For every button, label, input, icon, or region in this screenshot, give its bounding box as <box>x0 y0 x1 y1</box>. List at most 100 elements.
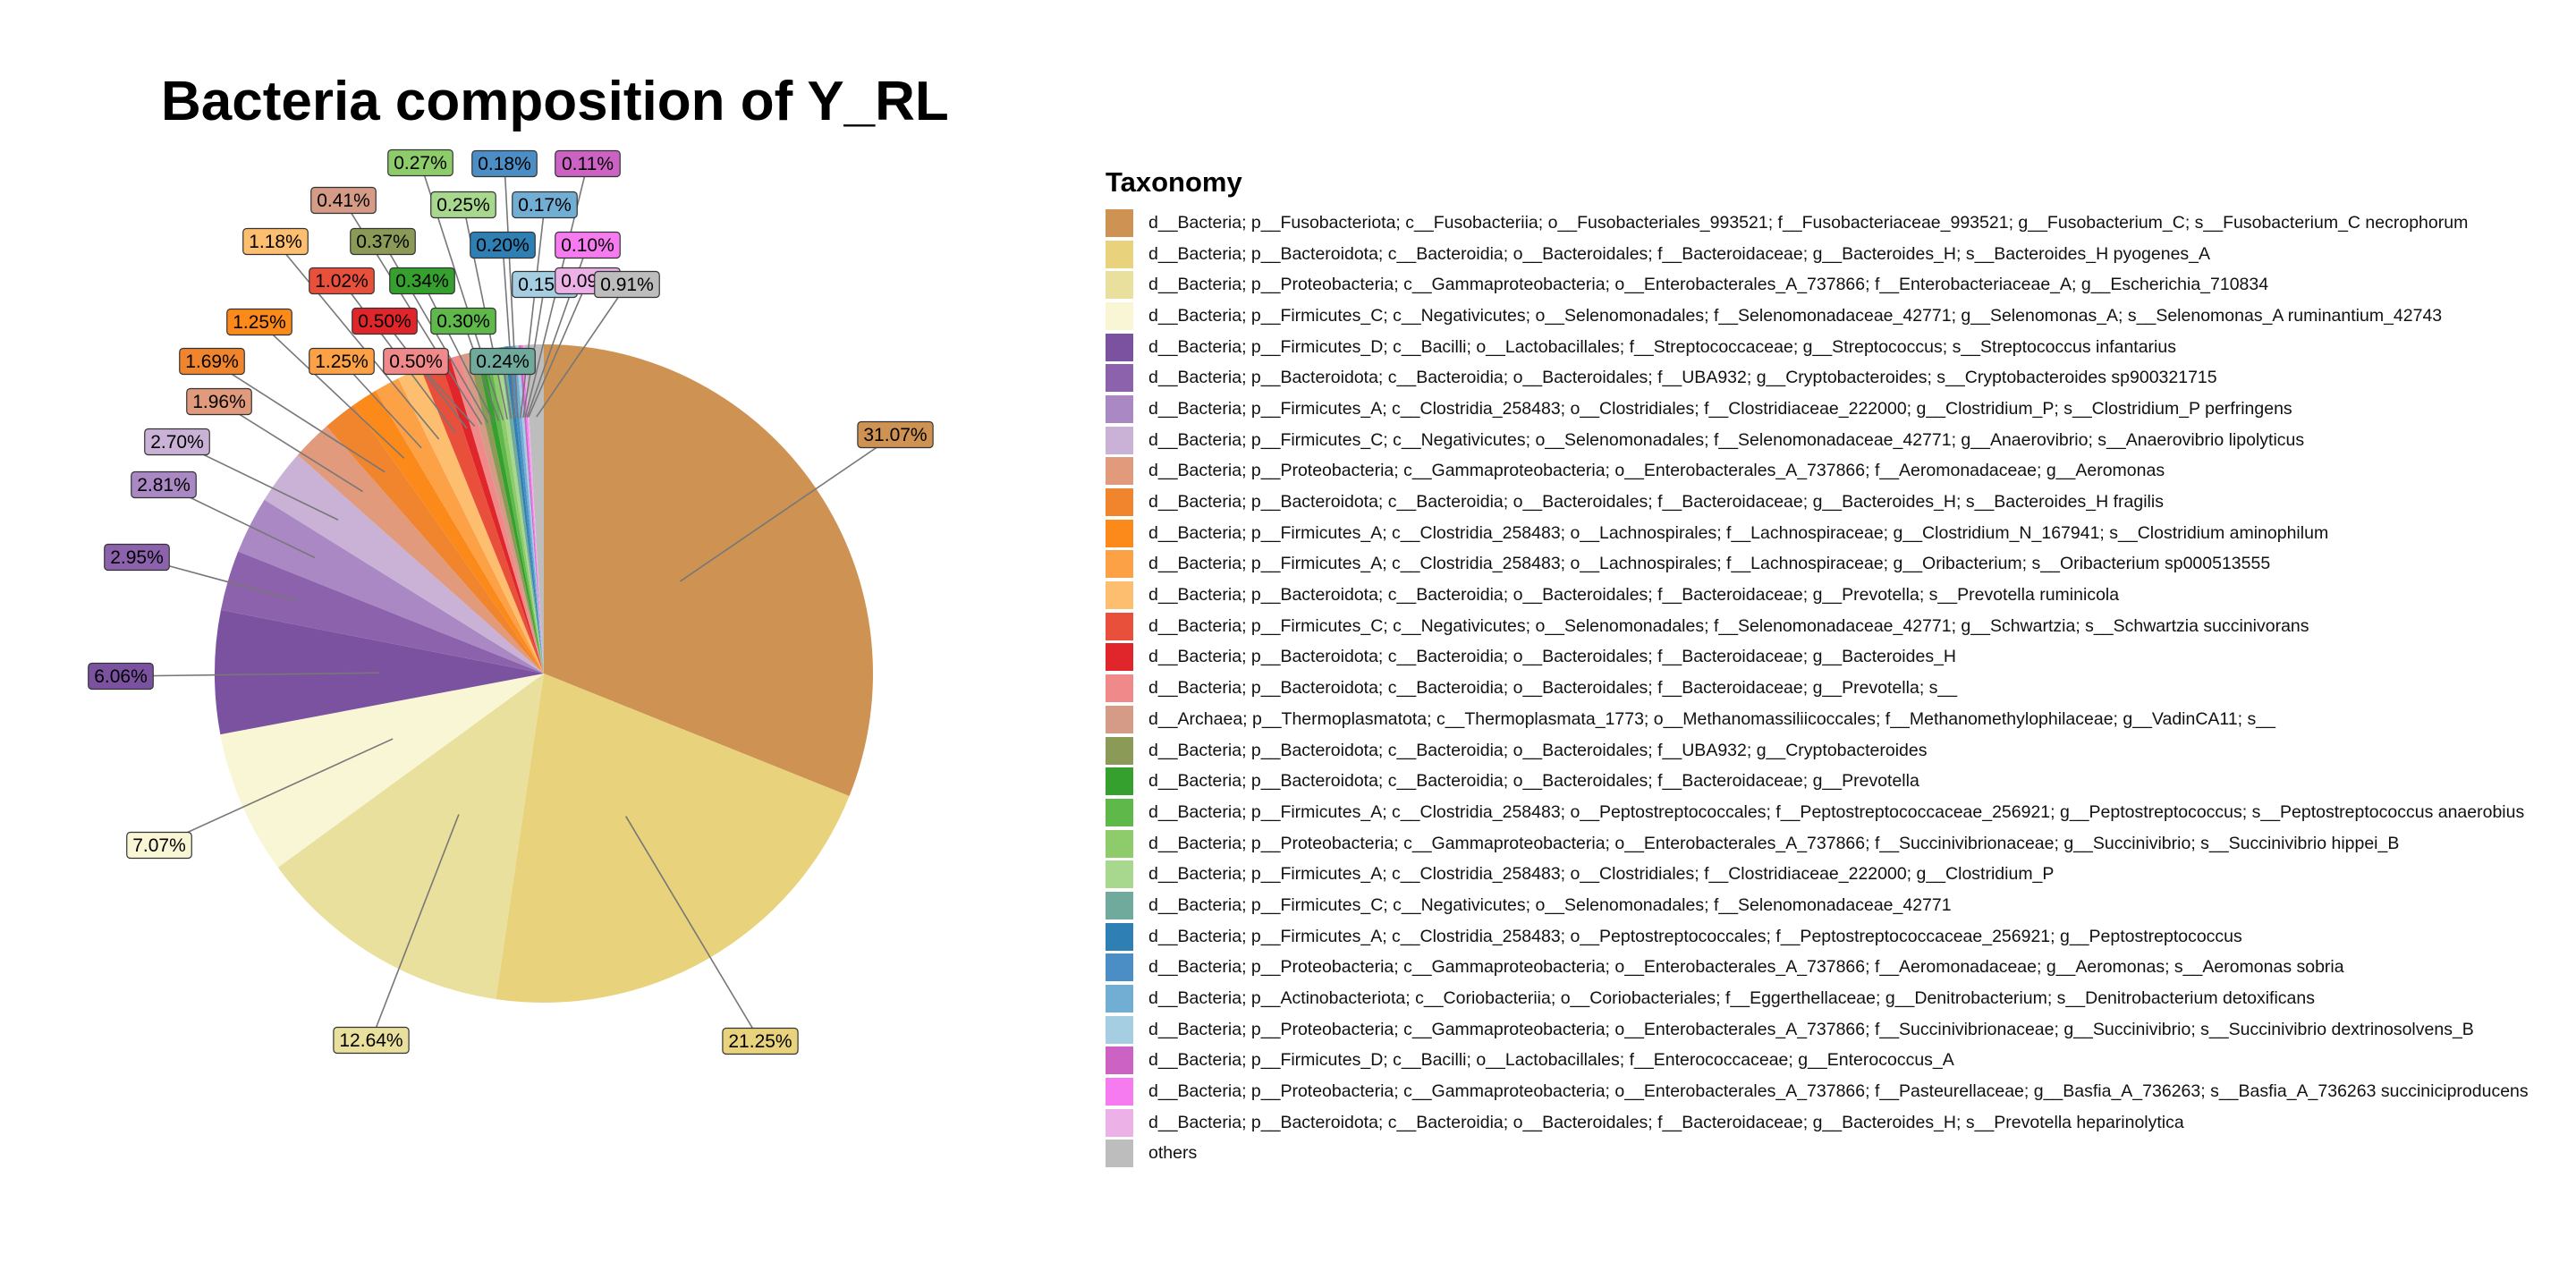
legend-label: d__Bacteria; p__Firmicutes_A; c__Clostri… <box>1148 554 2271 574</box>
legend: Taxonomy d__Bacteria; p__Fusobacteriota;… <box>1106 166 2529 1169</box>
leader-line <box>504 163 519 419</box>
slice-value-label: 2.81% <box>131 470 197 499</box>
legend-item: d__Bacteria; p__Proteobacteria; c__Gamma… <box>1106 456 2529 487</box>
slice-value-text: 0.10% <box>561 235 614 256</box>
slice-value-label: 0.30% <box>430 307 496 335</box>
slice-value-label: 12.64% <box>333 1026 410 1055</box>
legend-swatch <box>1106 891 1133 919</box>
legend-label: d__Bacteria; p__Firmicutes_C; c__Negativ… <box>1148 615 2309 636</box>
slice-value-label: 0.25% <box>430 191 496 219</box>
slice-value-label: 0.20% <box>470 231 536 259</box>
pie-slice <box>544 344 873 797</box>
legend-item: d__Bacteria; p__Proteobacteria; c__Gamma… <box>1106 953 2529 984</box>
pie-chart: 31.07% 21.25% 12.64% 7.07% 6.06% 2.95% 2.81% 2.… <box>88 148 934 1055</box>
slice-value-labels: 31.07% 21.25% 12.64% 7.07% 6.06% 2.95% 2.81% 2.… <box>88 148 934 1055</box>
pie-slice <box>468 351 544 674</box>
legend-swatch <box>1106 643 1133 672</box>
leader-line <box>218 401 363 493</box>
slice-value-text: 0.18% <box>478 154 531 174</box>
slice-value-text: 0.17% <box>518 195 572 216</box>
leader-line <box>275 241 440 440</box>
legend-title: Taxonomy <box>1106 166 1242 198</box>
legend-swatch <box>1106 426 1133 454</box>
legend-item: d__Bacteria; p__Firmicutes_A; c__Clostri… <box>1106 394 2529 425</box>
legend-swatch <box>1106 829 1133 858</box>
pie-slice <box>512 345 544 674</box>
slice-value-text: 1.69% <box>185 352 239 372</box>
slice-value-text: 0.25% <box>436 195 490 216</box>
slice-value-label: 2.70% <box>144 428 210 456</box>
slice-value-text: 0.41% <box>317 191 370 211</box>
slice-value-label: 0.50% <box>352 307 418 335</box>
legend-item: d__Bacteria; p__Bacteroidota; c__Bactero… <box>1106 766 2529 797</box>
legend-item: d__Bacteria; p__Fusobacteriota; c__Fusob… <box>1106 208 2529 239</box>
legend-label: d__Bacteria; p__Bacteroidota; c__Bactero… <box>1148 740 1928 760</box>
leader-line <box>421 280 495 422</box>
leader-line <box>370 814 460 1041</box>
pie-slice <box>398 368 544 674</box>
legend-label: d__Bacteria; p__Firmicutes_C; c__Negativ… <box>1148 429 2305 450</box>
legend-item: d__Bacteria; p__Firmicutes_C; c__Negativ… <box>1106 425 2529 456</box>
legend-item: d__Bacteria; p__Bacteroidota; c__Bactero… <box>1106 239 2529 270</box>
legend-label: d__Bacteria; p__Proteobacteria; c__Gamma… <box>1148 1019 2474 1039</box>
legend-label: d__Bacteria; p__Proteobacteria; c__Gamma… <box>1148 833 2400 853</box>
leader-line <box>211 360 386 473</box>
slice-value-text: 2.70% <box>150 432 204 453</box>
legend-label: d__Bacteria; p__Bacteroidota; c__Bactero… <box>1148 647 1957 667</box>
legend-item: d__Bacteria; p__Firmicutes_C; c__Negativ… <box>1106 890 2529 921</box>
legend-swatch <box>1106 301 1133 330</box>
legend-swatch <box>1106 333 1133 361</box>
pie-slice <box>494 347 544 674</box>
legend-label: d__Bacteria; p__Actinobacteriota; c__Cor… <box>1148 988 2315 1009</box>
slice-value-text: 1.96% <box>192 392 246 412</box>
legend-item: d__Bacteria; p__Proteobacteria; c__Gamma… <box>1106 269 2529 301</box>
pie-slice <box>496 674 850 1004</box>
legend-label: d__Bacteria; p__Proteobacteria; c__Gamma… <box>1148 461 2165 481</box>
legend-swatch <box>1106 1078 1133 1106</box>
pie-slice <box>440 358 544 674</box>
pie-slice <box>277 674 544 1000</box>
slice-value-label: 0.37% <box>350 227 416 256</box>
pie-slice <box>519 344 544 674</box>
slice-value-label: 0.91% <box>594 270 660 299</box>
slice-value-text: 6.06% <box>94 666 148 687</box>
slice-value-label: 1.02% <box>309 267 375 295</box>
leader-line <box>528 280 589 418</box>
legend-item: d__Bacteria; p__Bacteroidota; c__Bactero… <box>1106 487 2529 518</box>
leader-line <box>536 284 628 418</box>
leader-line <box>120 672 380 677</box>
legend-label: d__Bacteria; p__Bacteroidota; c__Bactero… <box>1148 678 1958 699</box>
legend-item: d__Bacteria; p__Firmicutes_A; c__Clostri… <box>1106 859 2529 890</box>
legend-swatch <box>1106 705 1133 733</box>
legend-item: d__Bacteria; p__Bacteroidota; c__Bactero… <box>1106 735 2529 767</box>
leader-line <box>158 738 394 846</box>
legend-label: d__Bacteria; p__Bacteroidota; c__Bactero… <box>1148 243 2211 264</box>
legend-item: d__Bacteria; p__Bacteroidota; c__Bactero… <box>1106 673 2529 704</box>
slice-value-label: 0.27% <box>387 148 453 177</box>
slice-value-label: 6.06% <box>88 662 154 691</box>
pie-slice <box>375 377 544 674</box>
legend-item: d__Bacteria; p__Firmicutes_A; c__Clostri… <box>1106 797 2529 828</box>
legend-swatch <box>1106 860 1133 889</box>
legend-swatch <box>1106 736 1133 765</box>
leader-line <box>341 360 422 449</box>
legend-swatch <box>1106 519 1133 547</box>
pie-slice <box>499 346 544 674</box>
slice-value-text: 0.24% <box>476 352 530 372</box>
legend-item: d__Bacteria; p__Bacteroidota; c__Bactero… <box>1106 1107 2529 1139</box>
pie-slice <box>521 344 544 674</box>
slice-value-text: 0.20% <box>476 235 530 256</box>
legend-swatch <box>1106 581 1133 610</box>
slice-value-label: 0.24% <box>470 347 536 376</box>
legend-label: d__Bacteria; p__Firmicutes_D; c__Bacilli… <box>1148 1050 1954 1071</box>
legend-label: d__Bacteria; p__Firmicutes_A; c__Clostri… <box>1148 926 2242 946</box>
legend-label: d__Archaea; p__Thermoplasmatota; c__Ther… <box>1148 708 2275 729</box>
legend-item: d__Bacteria; p__Firmicutes_A; c__Clostri… <box>1106 518 2529 549</box>
legend-label: d__Bacteria; p__Bacteroidota; c__Bactero… <box>1148 771 1919 792</box>
legend-label: d__Bacteria; p__Bacteroidota; c__Bactero… <box>1148 368 2217 388</box>
leader-line <box>679 434 896 582</box>
slice-value-label: 1.25% <box>226 308 292 336</box>
slice-value-label: 1.25% <box>309 347 375 376</box>
slice-value-text: 0.30% <box>436 311 490 332</box>
slice-value-text: 31.07% <box>863 425 927 445</box>
